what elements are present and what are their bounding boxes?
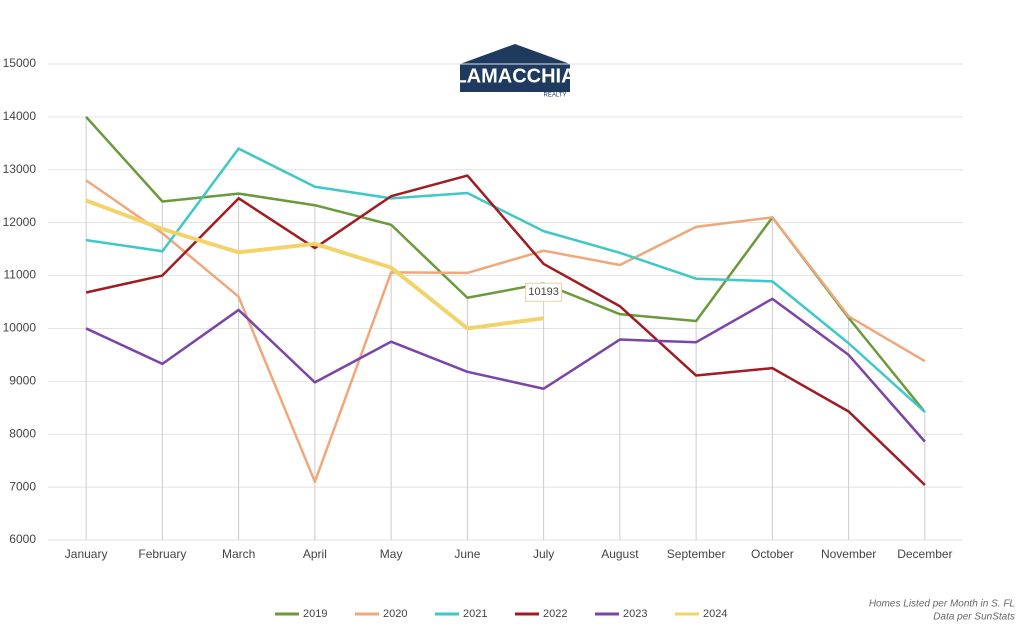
x-tick-label: November (821, 547, 876, 561)
x-tick-label: June (454, 547, 480, 561)
x-tick-label: October (751, 547, 794, 561)
annotation-box (525, 282, 563, 302)
series-line (85, 198, 544, 331)
x-tick-label: July (533, 547, 554, 561)
legend-label: 2022 (543, 608, 567, 620)
note: Data per SunStats (933, 612, 1015, 623)
y-tick-label: 13000 (3, 162, 37, 176)
series-line (85, 174, 926, 486)
x-tick-label: March (222, 547, 255, 561)
y-tick-label: 11000 (4, 268, 37, 282)
logo: LAMACCHIA REALTY (454, 44, 576, 99)
note: Homes Listed per Month in S. FL (869, 599, 1015, 610)
x-tick-label: August (601, 547, 639, 561)
x-tick-label: May (380, 547, 403, 561)
series-line (85, 297, 926, 443)
logo-tagline: REALTY (544, 93, 567, 99)
y-tick-label: 8000 (9, 426, 36, 440)
x-tick-label: January (65, 547, 108, 561)
y-tick-label: 10000 (3, 321, 37, 335)
series-line (85, 179, 926, 484)
x-tick-label: December (897, 547, 952, 561)
legend-label: 2024 (703, 608, 727, 620)
legend-label: 2023 (623, 608, 647, 620)
y-tick-label: 14000 (3, 109, 37, 123)
legend-label: 2019 (303, 608, 327, 620)
x-tick-label: September (667, 547, 726, 561)
y-tick-label: 9000 (9, 374, 36, 388)
logo-name: LAMACCHIA (454, 65, 575, 87)
x-tick-label: April (303, 547, 327, 561)
y-tick-label: 12000 (3, 215, 37, 229)
y-tick-label: 7000 (9, 479, 36, 493)
legend-label: 2021 (463, 608, 487, 620)
series-line (85, 147, 926, 413)
y-tick-label: 6000 (9, 532, 36, 546)
y-tick-label: 15000 (3, 56, 37, 70)
logo-roof (460, 44, 570, 64)
annotation: 10193 (528, 286, 559, 298)
legend-label: 2020 (383, 608, 407, 620)
logo-box (460, 64, 570, 92)
x-tick-label: February (138, 547, 186, 561)
